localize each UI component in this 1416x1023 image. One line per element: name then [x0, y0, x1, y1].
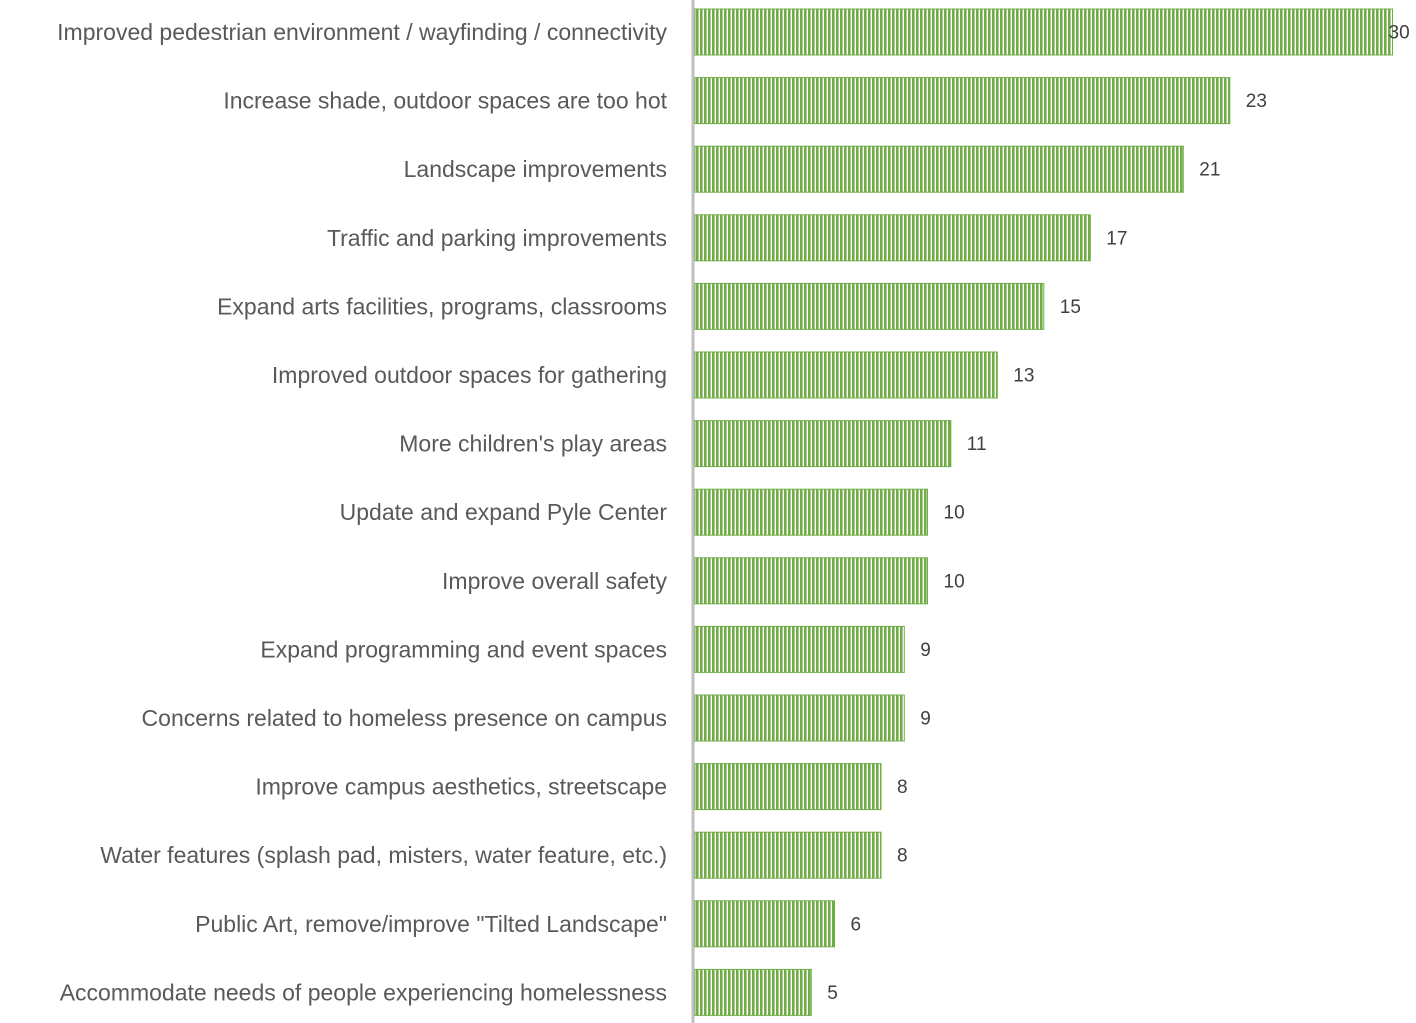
category-label: More children's play areas [399, 431, 667, 457]
bar [694, 282, 1045, 330]
category-label: Increase shade, outdoor spaces are too h… [223, 88, 667, 114]
category-label: Landscape improvements [404, 156, 667, 182]
category-label: Improved pedestrian environment / wayfin… [57, 19, 667, 45]
value-label: 11 [967, 434, 987, 455]
value-label: 17 [1106, 228, 1127, 249]
category-labels: Improved pedestrian environment / wayfin… [57, 19, 667, 1005]
category-label: Improved outdoor spaces for gathering [272, 362, 667, 388]
value-label: 9 [920, 709, 931, 730]
category-label: Improve overall safety [442, 568, 667, 594]
bar [694, 694, 905, 742]
value-label: 30 [1389, 23, 1410, 44]
value-label: 5 [827, 983, 838, 1004]
category-label: Accommodate needs of people experiencing… [60, 979, 667, 1005]
bar [694, 763, 882, 811]
value-label: 8 [897, 846, 908, 867]
category-label: Concerns related to homeless presence on… [142, 705, 667, 731]
value-label: 23 [1246, 91, 1267, 112]
value-label: 9 [920, 640, 931, 661]
category-label: Improve campus aesthetics, streetscape [255, 774, 667, 800]
bar [694, 214, 1091, 262]
value-label: 15 [1060, 297, 1081, 318]
category-label: Traffic and parking improvements [327, 225, 667, 251]
category-label: Expand programming and event spaces [260, 636, 667, 662]
bar [694, 145, 1184, 193]
bar [694, 557, 928, 605]
bar [694, 625, 905, 673]
value-label: 10 [944, 571, 965, 592]
category-label: Water features (splash pad, misters, wat… [100, 842, 667, 868]
bar [694, 420, 952, 468]
bar [694, 351, 998, 399]
value-label: 8 [897, 777, 908, 798]
bar [694, 968, 812, 1016]
bar [694, 488, 928, 536]
bar [694, 8, 1393, 56]
value-labels: 30 23 21 17 15 13 11 10 10 9 9 8 8 6 5 [827, 23, 1409, 1004]
value-label: 21 [1199, 160, 1220, 181]
category-label: Expand arts facilities, programs, classr… [217, 293, 667, 319]
bar [694, 77, 1231, 125]
category-label: Public Art, remove/improve "Tilted Lands… [195, 911, 667, 937]
bar [694, 831, 882, 879]
value-label: 13 [1013, 366, 1034, 387]
value-label: 10 [944, 503, 965, 524]
value-label: 6 [851, 914, 862, 935]
bar [694, 900, 835, 948]
bars-layer [694, 8, 1393, 1016]
category-label: Update and expand Pyle Center [340, 499, 668, 525]
